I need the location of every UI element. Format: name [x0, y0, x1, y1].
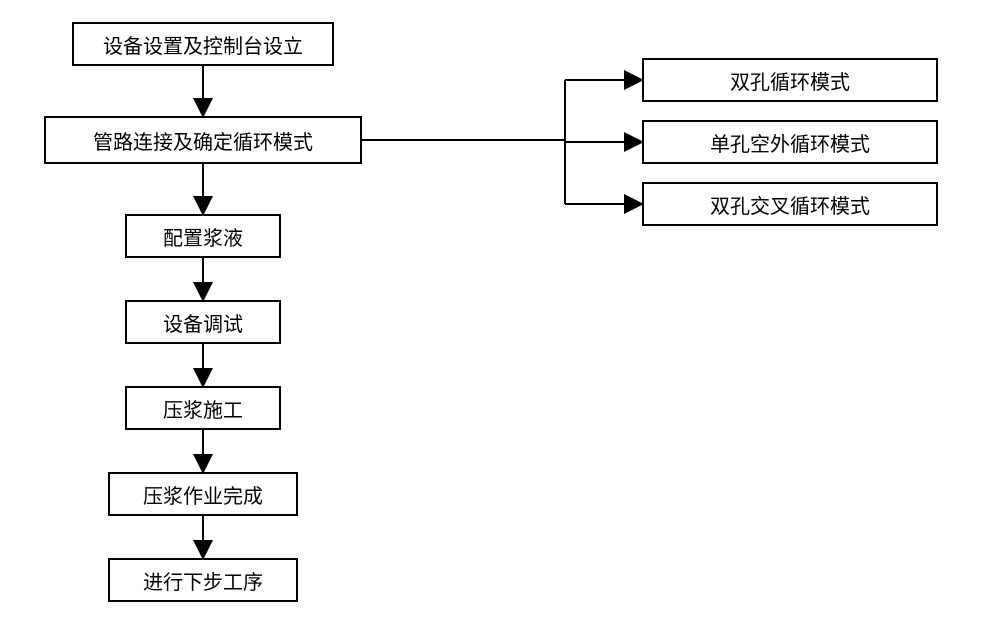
flow-step-2: 管路连接及确定循环模式	[44, 116, 362, 164]
flow-step-3: 配置浆液	[125, 214, 281, 258]
flow-step-6: 压浆作业完成	[108, 472, 298, 516]
flow-step-3-label: 配置浆液	[163, 222, 243, 251]
flow-step-4-label: 设备调试	[163, 308, 243, 337]
branch-mode-3-label: 双孔交叉循环模式	[710, 190, 870, 219]
flow-step-4: 设备调试	[125, 300, 281, 344]
flow-step-5: 压浆施工	[125, 386, 281, 430]
flow-step-5-label: 压浆施工	[163, 394, 243, 423]
flow-step-7: 进行下步工序	[108, 558, 298, 602]
flow-step-7-label: 进行下步工序	[143, 566, 263, 595]
branch-mode-2: 单孔空外循环模式	[642, 120, 938, 164]
flow-step-1: 设备设置及控制台设立	[72, 22, 334, 66]
branch-mode-1-label: 双孔循环模式	[730, 66, 850, 95]
branch-mode-1: 双孔循环模式	[642, 58, 938, 102]
branch-mode-2-label: 单孔空外循环模式	[710, 128, 870, 157]
flow-step-1-label: 设备设置及控制台设立	[103, 30, 303, 59]
flow-step-2-label: 管路连接及确定循环模式	[93, 126, 313, 155]
flow-step-6-label: 压浆作业完成	[143, 480, 263, 509]
branch-mode-3: 双孔交叉循环模式	[642, 182, 938, 226]
